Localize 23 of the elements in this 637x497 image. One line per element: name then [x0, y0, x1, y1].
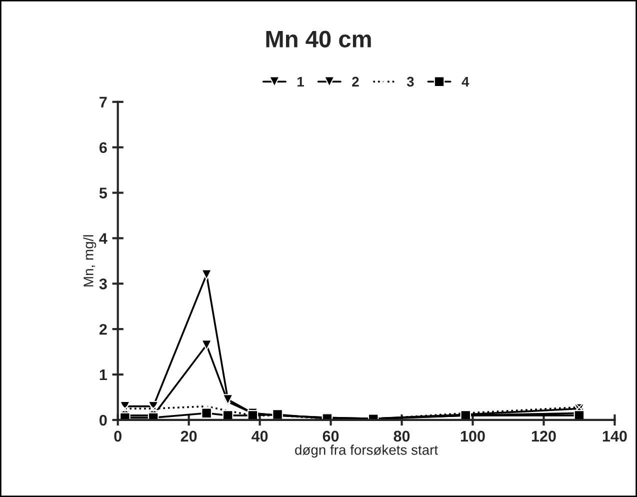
y-tick-label: 4: [99, 233, 108, 244]
legend-label: 1: [298, 76, 304, 87]
x-tick-label: 0: [114, 430, 122, 442]
y-tick-label: 1: [100, 370, 108, 380]
x-axis-title: døgn fra forsøkets start: [295, 444, 438, 458]
y-axis-title: Mn, mg/l: [83, 235, 96, 286]
y-tick-label: 0: [100, 414, 107, 426]
y-tick-label: 2: [99, 324, 107, 335]
chart-title: Mn 40 cm: [266, 30, 371, 48]
y-tick-label: 6: [99, 142, 107, 154]
x-tick-label: 140: [602, 430, 627, 442]
x-tick-label: 20: [180, 430, 197, 442]
legend-label: 2: [352, 76, 359, 87]
y-tick-label: 5: [99, 188, 108, 198]
legend-label: 3: [406, 76, 414, 87]
x-tick-label: 80: [394, 430, 410, 442]
y-tick-label: 7: [100, 96, 107, 108]
x-tick-label: 120: [532, 430, 556, 442]
legend-label: 4: [462, 76, 470, 87]
x-tick-label: 100: [460, 430, 485, 442]
x-tick-label: 60: [322, 430, 339, 442]
y-tick-label: 3: [99, 278, 107, 290]
x-tick-label: 40: [252, 430, 268, 442]
